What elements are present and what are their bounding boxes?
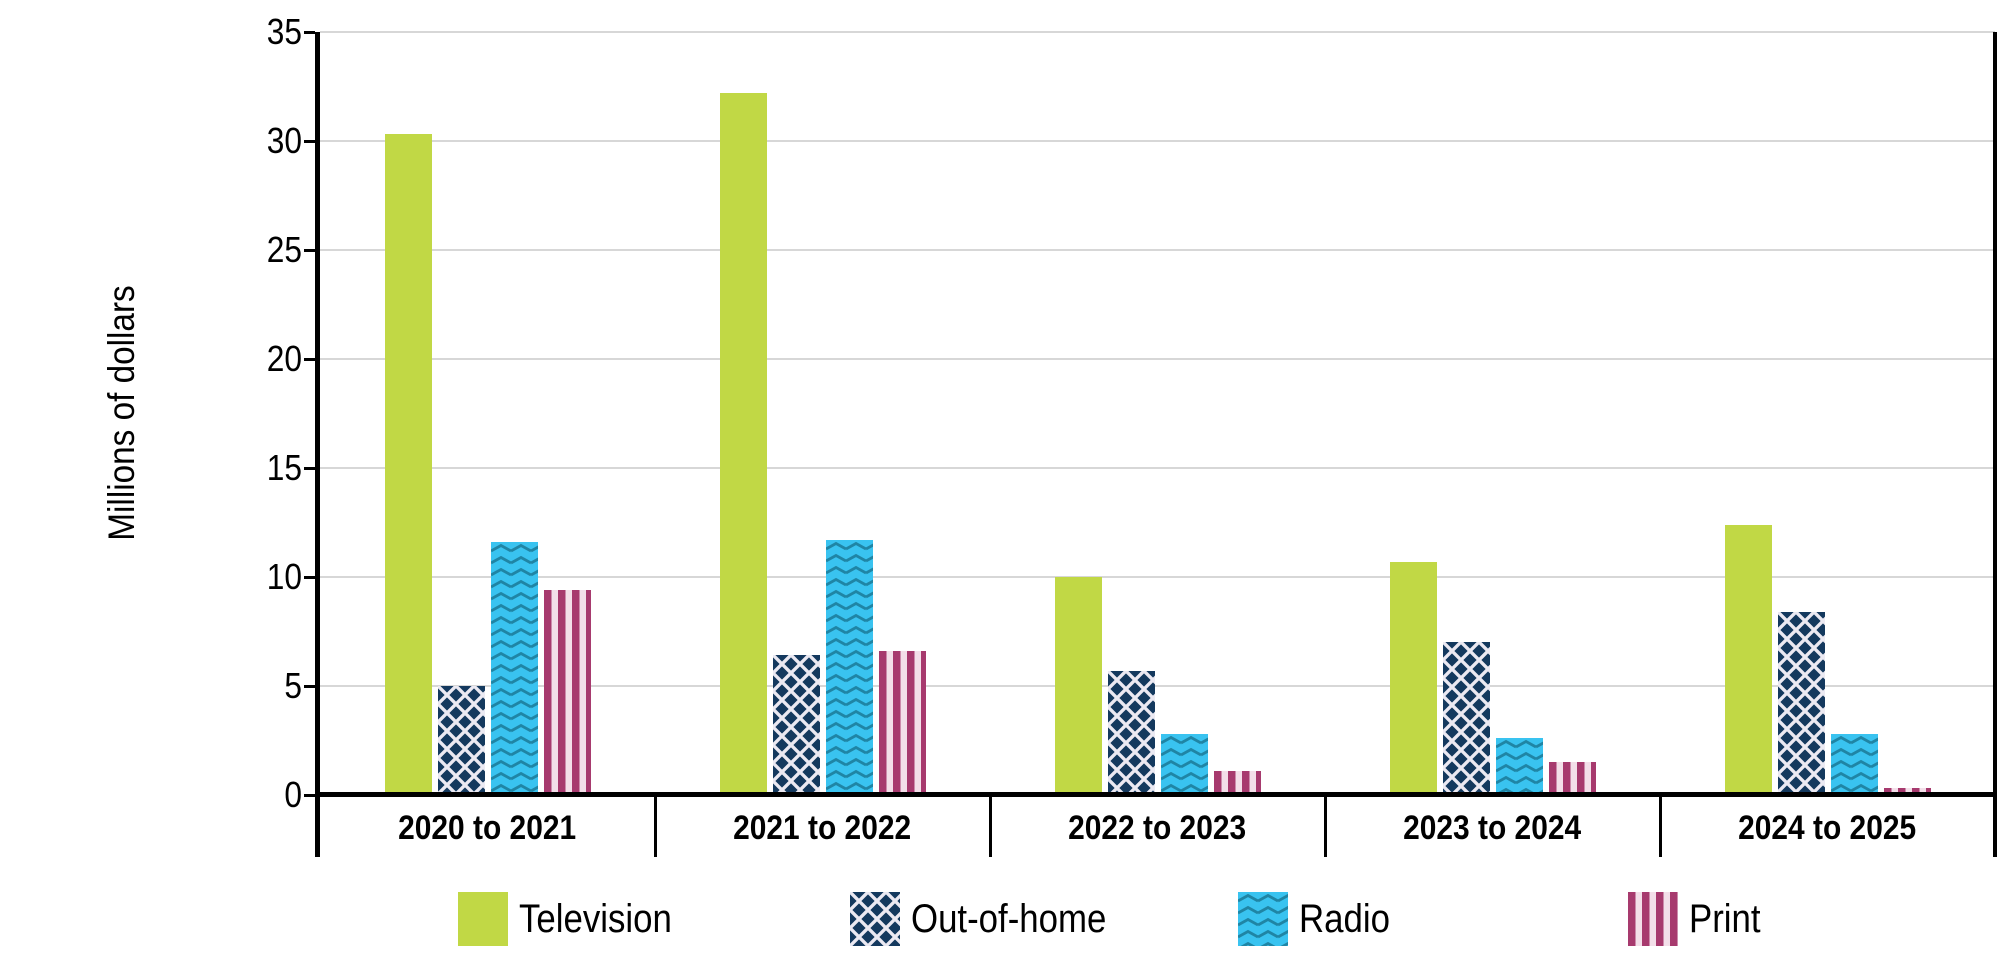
- bar-out-of-home-2021-to-2022: [772, 655, 820, 795]
- bar-print-2024-to-2025: [1883, 788, 1931, 795]
- bar-print-2022-to-2023: [1213, 771, 1261, 795]
- bar-group-2022-to-2023: [990, 32, 1325, 795]
- y-tick-text: 0: [284, 774, 302, 815]
- y-tick-text: 35: [266, 11, 302, 52]
- legend-swatch-out-of-home: [850, 892, 900, 946]
- category-divider: [1658, 797, 1662, 857]
- bar-television-2022-to-2023: [1054, 577, 1102, 795]
- y-tick-text: 30: [266, 120, 302, 161]
- gridline-35: [320, 31, 1995, 33]
- x-axis-label-text: 2022 to 2023: [1068, 809, 1247, 847]
- x-axis-label-2022-to-2023: 2022 to 2023: [990, 809, 1325, 847]
- y-tick-label-30: 30: [0, 123, 302, 159]
- legend-swatch-print: [1628, 892, 1678, 946]
- y-tick-mark-5: [304, 684, 315, 688]
- gridline-20: [320, 358, 1995, 360]
- bar-out-of-home-2020-to-2021: [437, 686, 485, 795]
- right-border-line: [1993, 32, 1997, 857]
- y-tick-mark-35: [304, 30, 315, 34]
- legend-swatch-radio: [1238, 892, 1288, 946]
- plot-area: [320, 31, 1995, 795]
- y-tick-text: 20: [266, 338, 302, 379]
- y-tick-label-25: 25: [0, 232, 302, 268]
- y-tick-label-10: 10: [0, 559, 302, 595]
- category-divider: [1323, 797, 1327, 857]
- y-axis-line: [315, 32, 320, 857]
- legend-item-television: Television: [458, 891, 695, 947]
- y-axis-title-text: Millions of dollars: [101, 285, 142, 541]
- legend-item-print: Print: [1628, 891, 1771, 947]
- x-axis-label-text: 2021 to 2022: [733, 809, 912, 847]
- y-tick-text: 5: [284, 665, 302, 706]
- bar-radio-2021-to-2022: [825, 539, 873, 795]
- y-tick-label-0: 0: [0, 777, 302, 813]
- y-tick-mark-20: [304, 357, 315, 361]
- legend-swatch-television: [458, 892, 508, 946]
- bar-group-2021-to-2022: [655, 32, 990, 795]
- x-axis-label-text: 2020 to 2021: [398, 809, 577, 847]
- legend-label-print: Print: [1689, 896, 1761, 941]
- x-axis-label-2020-to-2021: 2020 to 2021: [320, 809, 655, 847]
- y-tick-text: 25: [266, 229, 302, 270]
- y-tick-mark-25: [304, 248, 315, 252]
- bar-group-2020-to-2021: [320, 32, 655, 795]
- bar-group-2023-to-2024: [1325, 32, 1660, 795]
- x-axis-label-text: 2023 to 2024: [1403, 809, 1582, 847]
- bar-group-2024-to-2025: [1660, 32, 1995, 795]
- x-axis-label-text: 2024 to 2025: [1738, 809, 1917, 847]
- bar-radio-2023-to-2024: [1495, 738, 1543, 795]
- x-axis-label-2021-to-2022: 2021 to 2022: [655, 809, 990, 847]
- bar-print-2021-to-2022: [878, 651, 926, 795]
- gridline-30: [320, 140, 1995, 142]
- bar-out-of-home-2024-to-2025: [1777, 611, 1825, 795]
- category-divider: [653, 797, 657, 857]
- y-tick-label-15: 15: [0, 450, 302, 486]
- bar-print-2020-to-2021: [543, 590, 591, 795]
- gridline-10: [320, 576, 1995, 578]
- bar-radio-2020-to-2021: [490, 542, 538, 795]
- bar-radio-2024-to-2025: [1830, 733, 1878, 795]
- bar-television-2020-to-2021: [384, 134, 432, 795]
- legend-label-radio: Radio: [1299, 896, 1390, 941]
- y-tick-mark-10: [304, 575, 315, 579]
- legend-item-radio: Radio: [1238, 891, 1404, 947]
- bar-television-2023-to-2024: [1389, 561, 1437, 795]
- gridline-25: [320, 249, 1995, 251]
- x-axis-label-2024-to-2025: 2024 to 2025: [1660, 809, 1995, 847]
- gridline-5: [320, 685, 1995, 687]
- category-divider: [988, 797, 992, 857]
- y-tick-text: 15: [266, 447, 302, 488]
- bar-radio-2022-to-2023: [1160, 733, 1208, 795]
- y-tick-mark-15: [304, 466, 315, 470]
- y-tick-mark-30: [304, 139, 315, 143]
- y-tick-label-5: 5: [0, 668, 302, 704]
- y-tick-label-35: 35: [0, 14, 302, 50]
- y-tick-mark-0: [304, 793, 315, 797]
- bar-out-of-home-2023-to-2024: [1442, 642, 1490, 795]
- x-axis-label-2023-to-2024: 2023 to 2024: [1325, 809, 1660, 847]
- legend-label-television: Television: [519, 896, 672, 941]
- legend-item-out-of-home: Out-of-home: [850, 891, 1136, 947]
- y-tick-text: 10: [266, 556, 302, 597]
- x-axis-line: [315, 792, 1997, 797]
- y-tick-label-20: 20: [0, 341, 302, 377]
- bar-out-of-home-2022-to-2023: [1107, 670, 1155, 795]
- bar-television-2024-to-2025: [1724, 524, 1772, 795]
- bar-print-2023-to-2024: [1548, 762, 1596, 795]
- y-axis-title: Millions of dollars: [101, 271, 143, 555]
- bar-television-2021-to-2022: [719, 93, 767, 795]
- gridline-15: [320, 467, 1995, 469]
- legend-label-out-of-home: Out-of-home: [911, 896, 1107, 941]
